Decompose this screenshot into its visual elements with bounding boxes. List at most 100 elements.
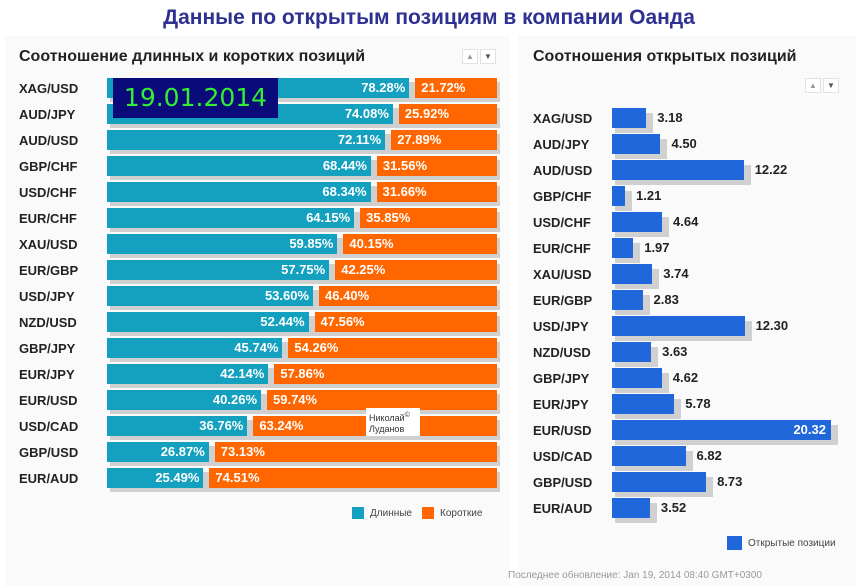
category-label: USD/CAD [19, 419, 79, 434]
bar-long [107, 260, 330, 280]
legend-item-open[interactable]: Открытые позиции [727, 536, 836, 550]
category-label: EUR/USD [533, 423, 592, 438]
sort-down-button[interactable]: ▼ [480, 49, 496, 64]
bar-open-positions [612, 238, 634, 258]
data-label-long: 36.76% [199, 418, 244, 433]
data-label-short: 31.56% [382, 158, 427, 173]
data-label-short: 47.56% [320, 314, 365, 329]
bar-open-positions [612, 212, 662, 232]
data-label-short: 21.72% [421, 80, 466, 95]
category-label: AUD/USD [19, 133, 79, 148]
bar-open-positions [612, 394, 675, 414]
legend-item-long[interactable]: Длинные [352, 507, 412, 519]
data-label-short: 35.85% [366, 210, 411, 225]
bar-short [209, 468, 497, 488]
data-label-value: 2.83 [653, 292, 679, 307]
data-label-long: 53.60% [264, 288, 310, 303]
category-label: EUR/AUD [19, 471, 79, 486]
data-label-long: 57.75% [281, 262, 326, 277]
data-label-long: 25.49% [155, 470, 200, 485]
legend-label-open: Открытые позиции [748, 537, 836, 549]
data-label-short: 57.86% [280, 366, 325, 381]
bar-open-positions [612, 108, 647, 128]
data-label-long: 42.14% [220, 366, 265, 381]
bar-open-positions [612, 472, 707, 492]
data-label-short: 42.25% [341, 262, 386, 277]
category-label: EUR/GBP [19, 263, 79, 278]
category-label: NZD/USD [19, 315, 77, 330]
bar-open-positions [612, 316, 745, 336]
legend-label-long: Длинные [370, 507, 412, 519]
data-label-value: 3.18 [657, 110, 683, 125]
bar-long [107, 234, 338, 254]
bar-long [107, 416, 248, 436]
watermark-last-name: Луданов [369, 424, 405, 434]
legend-swatch-open [727, 536, 742, 550]
data-label-value: 4.64 [673, 214, 699, 229]
sort-up-button[interactable]: ▲ [805, 78, 821, 93]
bar-long [107, 338, 283, 358]
open-positions-sort-controls: ▲ ▼ [805, 78, 839, 93]
data-label-short: 59.74% [273, 392, 318, 407]
data-label-value: 1.21 [636, 188, 662, 203]
bar-long [107, 182, 371, 202]
bar-open-positions [612, 420, 831, 440]
category-label: XAU/USD [533, 267, 592, 282]
page-title: Данные по открытым позициям в компании О… [163, 6, 695, 29]
bar-long [107, 468, 204, 488]
category-label: EUR/CHF [533, 241, 591, 256]
bar-short [335, 260, 497, 280]
bar-short [376, 156, 497, 176]
bar-long [107, 442, 209, 462]
category-label: USD/JPY [533, 319, 589, 334]
category-label: GBP/USD [19, 445, 79, 460]
data-label-short: 40.15% [349, 236, 394, 251]
last-update-footer: Последнее обновление: Jan 19, 2014 08:40… [508, 570, 762, 581]
category-label: USD/CHF [19, 185, 77, 200]
bar-open-positions [612, 498, 650, 518]
author-watermark: Николай© Луданов [366, 408, 420, 436]
data-label-long: 45.74% [234, 340, 279, 355]
date-label: 19.01.2014 [113, 78, 278, 118]
bar-short [391, 130, 497, 150]
bar-long [107, 156, 371, 176]
data-label-value: 12.30 [755, 318, 789, 333]
data-label-value: 1.97 [644, 240, 670, 255]
open-positions-chart-title: Соотношения открытых позиций [533, 48, 797, 65]
data-label-value: 5.78 [685, 396, 711, 411]
data-label-long: 52.44% [260, 314, 305, 329]
bar-short [376, 182, 497, 202]
long-short-legend: Длинные Короткие [352, 507, 492, 519]
bar-short [398, 104, 497, 124]
data-label-value: 6.82 [696, 448, 722, 463]
bar-long [107, 364, 269, 384]
category-label: USD/CHF [533, 215, 591, 230]
long-short-sort-controls: ▲ ▼ [462, 49, 496, 64]
category-label: GBP/USD [533, 475, 593, 490]
bar-short [274, 364, 497, 384]
bar-short [214, 442, 497, 462]
data-label-value: 20.32 [793, 422, 826, 437]
category-label: XAG/USD [533, 111, 593, 126]
bar-open-positions [612, 368, 662, 388]
bar-short [343, 234, 497, 254]
legend-item-short[interactable]: Короткие [422, 507, 482, 519]
bar-long [107, 390, 261, 410]
bar-open-positions [612, 160, 744, 180]
data-label-short: 27.89% [397, 132, 442, 147]
data-label-value: 3.74 [663, 266, 689, 281]
data-label-short: 54.26% [294, 340, 339, 355]
data-label-long: 59.85% [289, 236, 334, 251]
data-label-long: 78.28% [361, 80, 406, 95]
data-label-short: 25.92% [404, 106, 449, 121]
category-label: EUR/JPY [19, 367, 75, 382]
legend-swatch-short [422, 507, 434, 519]
legend-swatch-long [352, 507, 364, 519]
sort-down-button[interactable]: ▼ [823, 78, 839, 93]
category-label: EUR/USD [19, 393, 78, 408]
watermark-first-name: Николай [369, 413, 405, 423]
sort-up-button[interactable]: ▲ [462, 49, 478, 64]
category-label: GBP/JPY [19, 341, 76, 356]
category-label: EUR/CHF [19, 211, 77, 226]
data-label-value: 12.22 [754, 162, 788, 177]
